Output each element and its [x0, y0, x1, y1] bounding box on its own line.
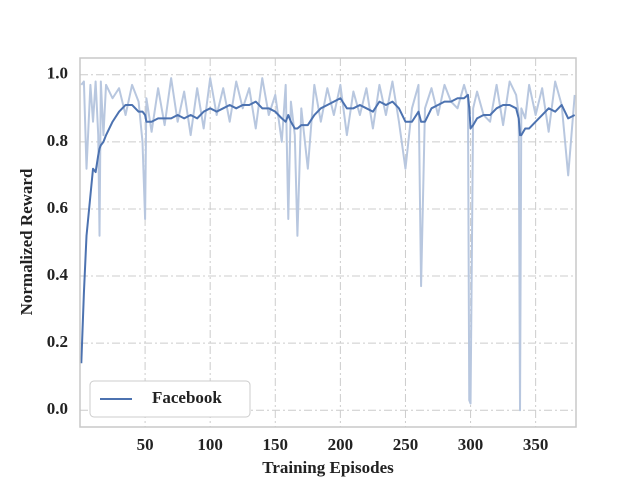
- y-tick-label: 0.8: [47, 131, 68, 150]
- y-tick-label: 1.0: [47, 64, 68, 83]
- x-tick-label: 350: [523, 435, 549, 454]
- y-tick-label: 0.6: [47, 198, 68, 217]
- x-tick-label: 100: [197, 435, 223, 454]
- x-axis-label: Training Episodes: [262, 458, 394, 477]
- plot-frame: [79, 57, 577, 428]
- x-tick-label: 300: [458, 435, 484, 454]
- series-line: [80, 77, 576, 412]
- x-tick-label: 250: [393, 435, 419, 454]
- x-tick-label: 50: [137, 435, 154, 454]
- legend-box: [89, 380, 251, 418]
- series-line: [80, 93, 576, 364]
- y-tick-label: 0.4: [47, 265, 69, 284]
- x-tick-label: 150: [263, 435, 289, 454]
- y-axis-label: Normalized Reward: [17, 168, 36, 315]
- y-tick-label: 0.2: [47, 332, 68, 351]
- legend-label: Facebook: [152, 388, 222, 407]
- x-tick-label: 200: [328, 435, 354, 454]
- y-tick-label: 0.0: [47, 399, 68, 418]
